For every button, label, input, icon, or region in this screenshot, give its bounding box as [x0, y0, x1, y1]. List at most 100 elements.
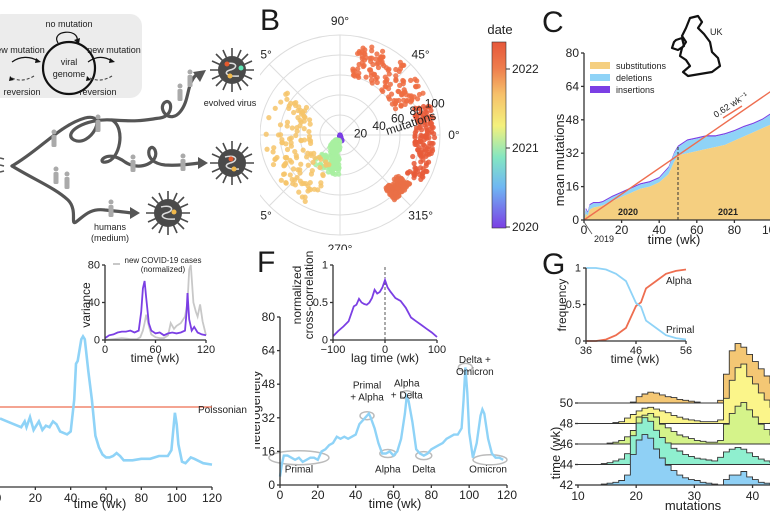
data-point: [294, 128, 300, 134]
data-point: [306, 133, 313, 140]
x-tick-label: 80: [425, 488, 439, 502]
g-ylabel: time (wk): [548, 427, 563, 480]
data-point: [287, 172, 293, 178]
e-inset-plot: 0 60 120 0 40 80: [88, 260, 215, 356]
medium-virus-icon: [146, 191, 190, 235]
x-tick-label: 20: [311, 488, 325, 502]
data-point: [414, 117, 420, 124]
area-deletions: [584, 114, 770, 220]
data-point: [411, 171, 417, 177]
data-point: [412, 76, 418, 82]
data-point: [393, 177, 399, 183]
data-point: [360, 45, 366, 51]
data-point: [292, 148, 298, 155]
x-tick-label: 60: [690, 223, 704, 237]
data-point: [308, 151, 314, 157]
data-point: [302, 198, 308, 204]
data-point: [423, 162, 429, 169]
human-icon: [108, 199, 114, 217]
no-mutation-label: no mutation: [45, 19, 92, 29]
c-xlabel: time (wk): [648, 232, 701, 247]
data-point: [311, 186, 318, 192]
g-inset-ylabel: frequency: [555, 279, 569, 332]
x-tick-label: 40: [349, 488, 363, 502]
human-figures: [51, 69, 193, 217]
area-substitutions: [584, 124, 770, 220]
x-tick-label: 120: [497, 488, 517, 502]
colorbar: [491, 41, 507, 229]
x-tick-label: 0: [102, 344, 108, 356]
human-icon: [51, 129, 57, 147]
data-point: [284, 146, 291, 153]
data-point: [416, 124, 422, 131]
data-point: [412, 113, 419, 119]
f-inset-xlabel: lag time (wk): [351, 351, 419, 365]
data-point: [303, 104, 310, 111]
y-tick-label: 42: [560, 478, 574, 492]
panel-c-area-chart: C UK 0 20 40 60 80 100 0 16 32 48 64 80 substitutio…: [542, 6, 770, 247]
data-point: [284, 119, 291, 125]
data-point: [301, 114, 307, 120]
data-point: [333, 137, 339, 144]
y-tick-label: 1: [575, 263, 581, 275]
data-point: [382, 83, 388, 90]
variant-annotation: Delta +: [459, 355, 491, 366]
y-tick-label: 32: [262, 411, 276, 425]
data-point: [282, 161, 288, 167]
angle-tick-label: 225°: [260, 209, 272, 223]
e-inset-legend-1: new COVID-19 cases: [125, 256, 202, 265]
panel-label-c: C: [542, 6, 564, 39]
data-point: [417, 165, 424, 171]
data-point: [308, 171, 315, 177]
data-point: [403, 92, 409, 98]
year-2020-label: 2020: [618, 207, 638, 217]
y-tick-label: 64: [566, 79, 580, 93]
y-tick-label: 80: [262, 310, 276, 324]
data-point: [404, 180, 411, 186]
data-point: [418, 153, 424, 160]
g-xlabel: mutations: [665, 498, 722, 513]
data-point: [415, 147, 421, 153]
angle-tick-label: 315°: [408, 209, 433, 223]
self-loop-arrowhead: [74, 38, 80, 44]
year-2019-label: 2019: [594, 234, 614, 244]
data-point: [292, 177, 298, 183]
f-inset-ylabel-2: cross-correlation: [302, 251, 316, 340]
y-tick-label: 64: [262, 344, 276, 358]
data-point: [307, 138, 314, 144]
data-point: [293, 132, 299, 139]
data-point: [380, 88, 386, 95]
panel-f-heterogeneity-chart: F 0 20 40 60 80 100 12001632486480PrimalPrimal…: [255, 250, 517, 511]
data-point: [371, 71, 378, 77]
y-tick-label: 80: [566, 46, 580, 60]
data-point: [424, 128, 430, 134]
frequency-line-primal: [586, 267, 687, 341]
variant-annotation: Alpha: [394, 378, 420, 389]
data-point: [430, 124, 436, 131]
variant-highlight-ellipse: [268, 449, 330, 466]
data-point: [286, 105, 292, 112]
human-icon: [180, 153, 186, 171]
data-point: [374, 51, 380, 57]
data-point: [362, 51, 368, 57]
new-mutation-left-arrowhead: [35, 58, 41, 63]
x-tick-label: 40: [653, 223, 667, 237]
data-point: [396, 97, 402, 104]
data-point: [318, 156, 324, 162]
data-point: [385, 67, 391, 73]
x-tick-label: 30: [688, 489, 702, 503]
data-point: [386, 183, 392, 189]
histogram-week-42: [578, 434, 770, 486]
data-point: [398, 102, 404, 108]
variant-annotation: Alpha: [375, 464, 401, 475]
colorbar-tick-label: 2022: [512, 62, 539, 76]
data-point: [356, 70, 362, 76]
x-tick-label: 120: [197, 344, 215, 356]
legend-label-deletions: deletions: [616, 73, 653, 83]
data-point: [288, 143, 294, 149]
c-legend: substitutions deletions insertions: [590, 61, 667, 95]
data-point: [288, 159, 295, 165]
data-point: [305, 162, 311, 168]
data-point: [373, 56, 379, 62]
